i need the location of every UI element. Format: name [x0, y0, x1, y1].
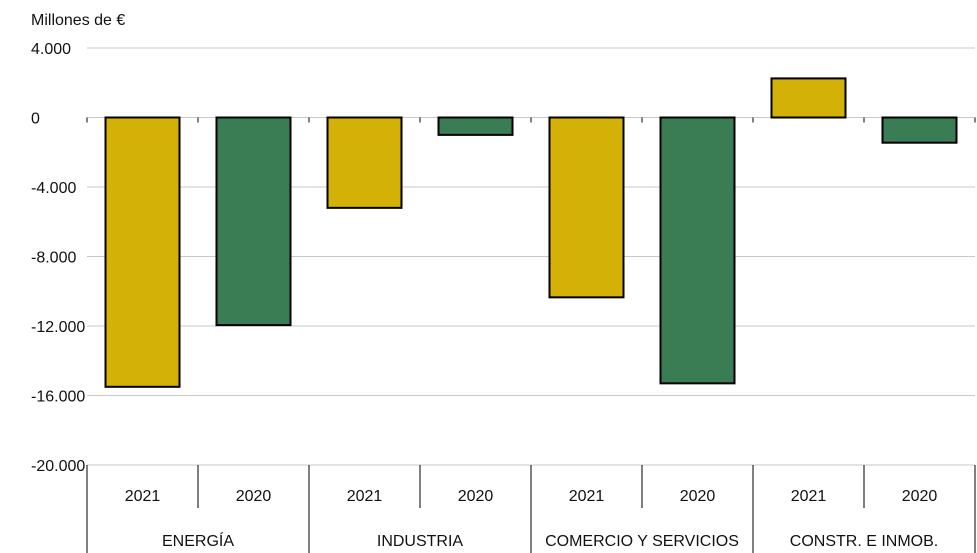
- group-label: ENERGÍA: [162, 531, 234, 550]
- y-tick-label: -20.000: [31, 458, 85, 475]
- year-label: 2020: [458, 488, 494, 505]
- y-tick-label: 4.000: [31, 41, 71, 58]
- bar-2021: [104, 116, 181, 388]
- axes: [86, 117, 976, 553]
- year-label: 2021: [347, 488, 383, 505]
- y-tick-label: -4.000: [31, 180, 76, 197]
- year-label: 2020: [236, 488, 272, 505]
- year-label: 2021: [569, 488, 605, 505]
- bar-2021: [770, 77, 847, 119]
- bar-2021: [548, 116, 625, 299]
- unit-label: Millones de €: [31, 12, 125, 29]
- year-label: 2021: [125, 488, 161, 505]
- bar-2020: [437, 116, 514, 136]
- bar-2021: [326, 116, 403, 209]
- year-label: 2020: [902, 488, 938, 505]
- bar-2020: [215, 116, 292, 327]
- y-tick-label: -12.000: [31, 319, 85, 336]
- y-tick-label: -16.000: [31, 389, 85, 406]
- group-label: INDUSTRIA: [377, 533, 464, 550]
- bars: [104, 77, 958, 388]
- labels: 4.000 0 -4.000 -8.000 -12.000 -16.000 -20.000 2…: [31, 41, 938, 550]
- bar-2020: [659, 116, 736, 385]
- bar-2020: [881, 116, 958, 144]
- group-label: CONSTR. E INMOB.: [790, 533, 938, 550]
- year-label: 2021: [791, 488, 827, 505]
- group-label: COMERCIO Y SERVICIOS: [545, 533, 739, 550]
- y-tick-label: 0: [31, 111, 40, 128]
- year-label: 2020: [680, 488, 716, 505]
- y-tick-label: -8.000: [31, 250, 76, 267]
